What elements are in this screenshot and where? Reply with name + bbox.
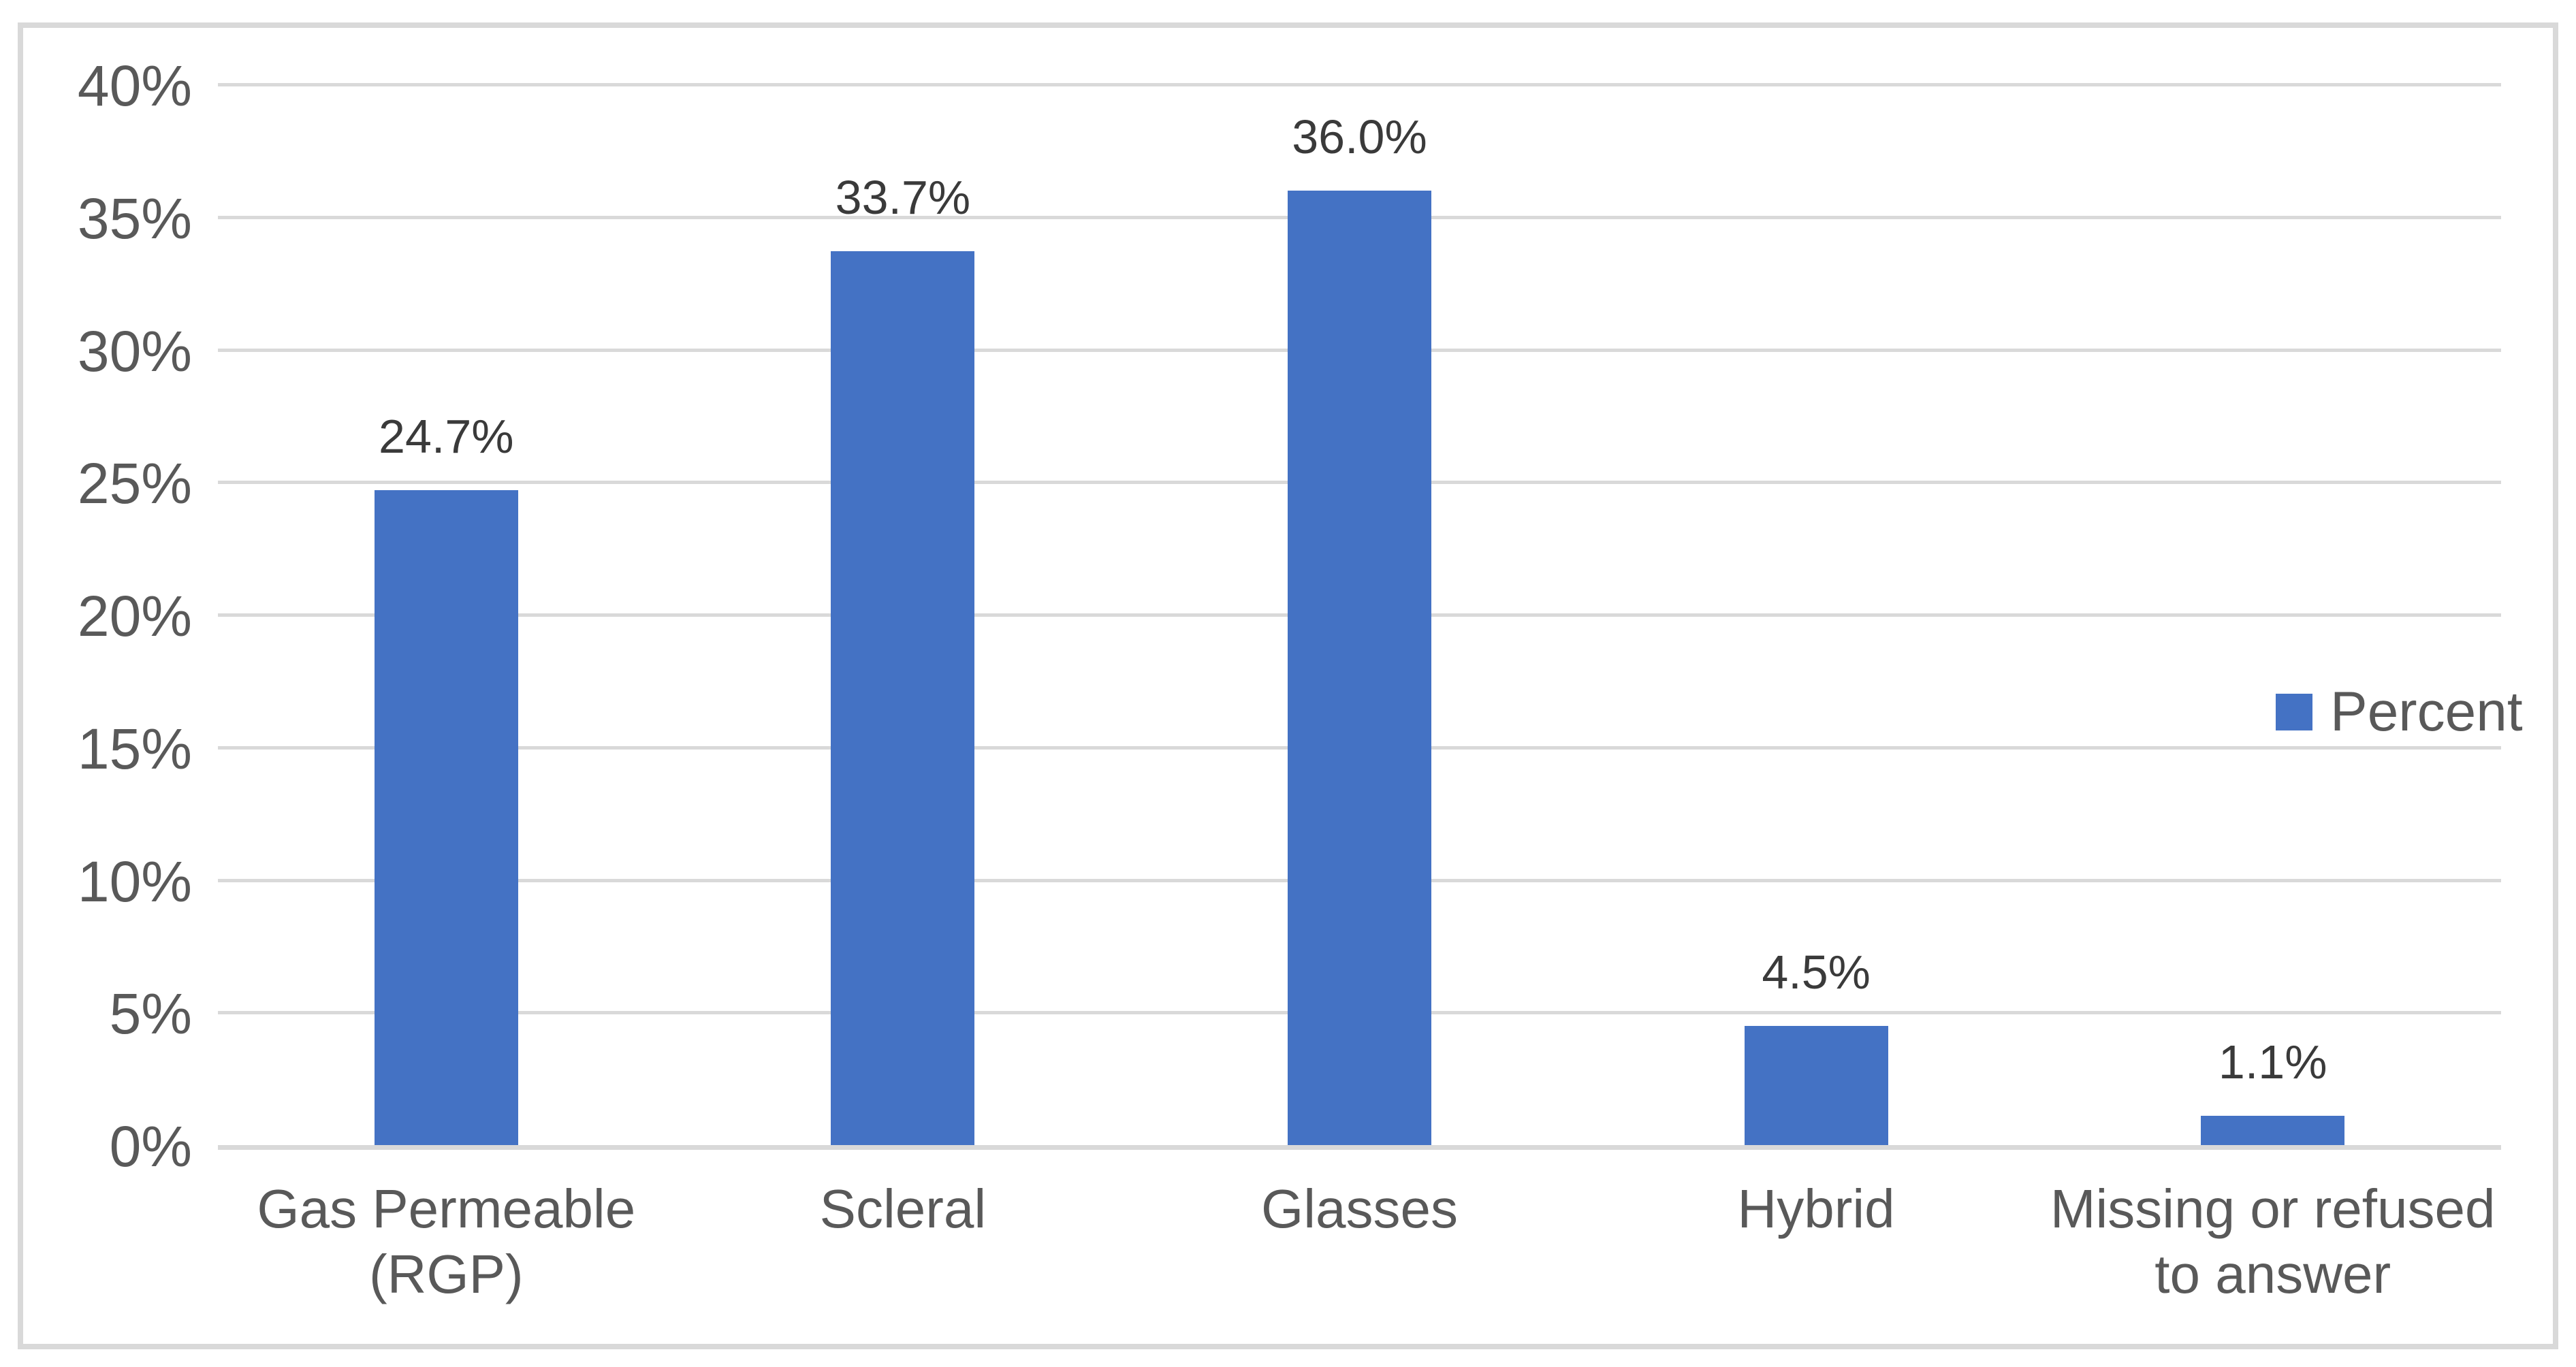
bar-4 xyxy=(1744,1026,1888,1145)
legend-label: Percent xyxy=(2330,681,2523,743)
data-label-5: 1.1% xyxy=(2218,1035,2327,1089)
data-label-1: 24.7% xyxy=(379,410,514,463)
category-label-5: Missing or refused to answer xyxy=(2050,1178,2496,1304)
bar-5 xyxy=(2201,1116,2345,1145)
category-label-1: Gas Permeable (RGP) xyxy=(257,1178,636,1304)
y-tick-label: 10% xyxy=(77,849,192,914)
bar-1 xyxy=(374,490,518,1145)
category-label-4: Hybrid xyxy=(1737,1178,1895,1239)
y-tick-label: 20% xyxy=(77,584,192,648)
y-tick-label: 25% xyxy=(77,451,192,516)
x-axis-line xyxy=(218,1145,2501,1150)
y-tick-label: 5% xyxy=(109,982,192,1046)
y-tick-label: 35% xyxy=(77,186,192,251)
bar-2 xyxy=(831,251,975,1145)
y-tick-label: 15% xyxy=(77,716,192,781)
chart-border-frame: Percent 40% 35% 30% 25% 20% 15% 10% 5% 0% 24.7% Ga… xyxy=(18,22,2558,1349)
data-label-4: 4.5% xyxy=(1762,946,1871,999)
data-label-3: 36.0% xyxy=(1292,110,1427,163)
category-label-2: Scleral xyxy=(819,1178,987,1239)
y-tick-label: 40% xyxy=(77,54,192,118)
y-tick-label: 0% xyxy=(109,1114,192,1178)
legend-swatch-icon xyxy=(2276,694,2312,730)
gridline-40pct xyxy=(218,83,2501,86)
bar-3 xyxy=(1288,191,1431,1145)
legend: Percent xyxy=(2276,683,2523,741)
category-label-3: Glasses xyxy=(1261,1178,1458,1239)
data-label-2: 33.7% xyxy=(835,171,971,224)
y-tick-label: 30% xyxy=(77,319,192,383)
